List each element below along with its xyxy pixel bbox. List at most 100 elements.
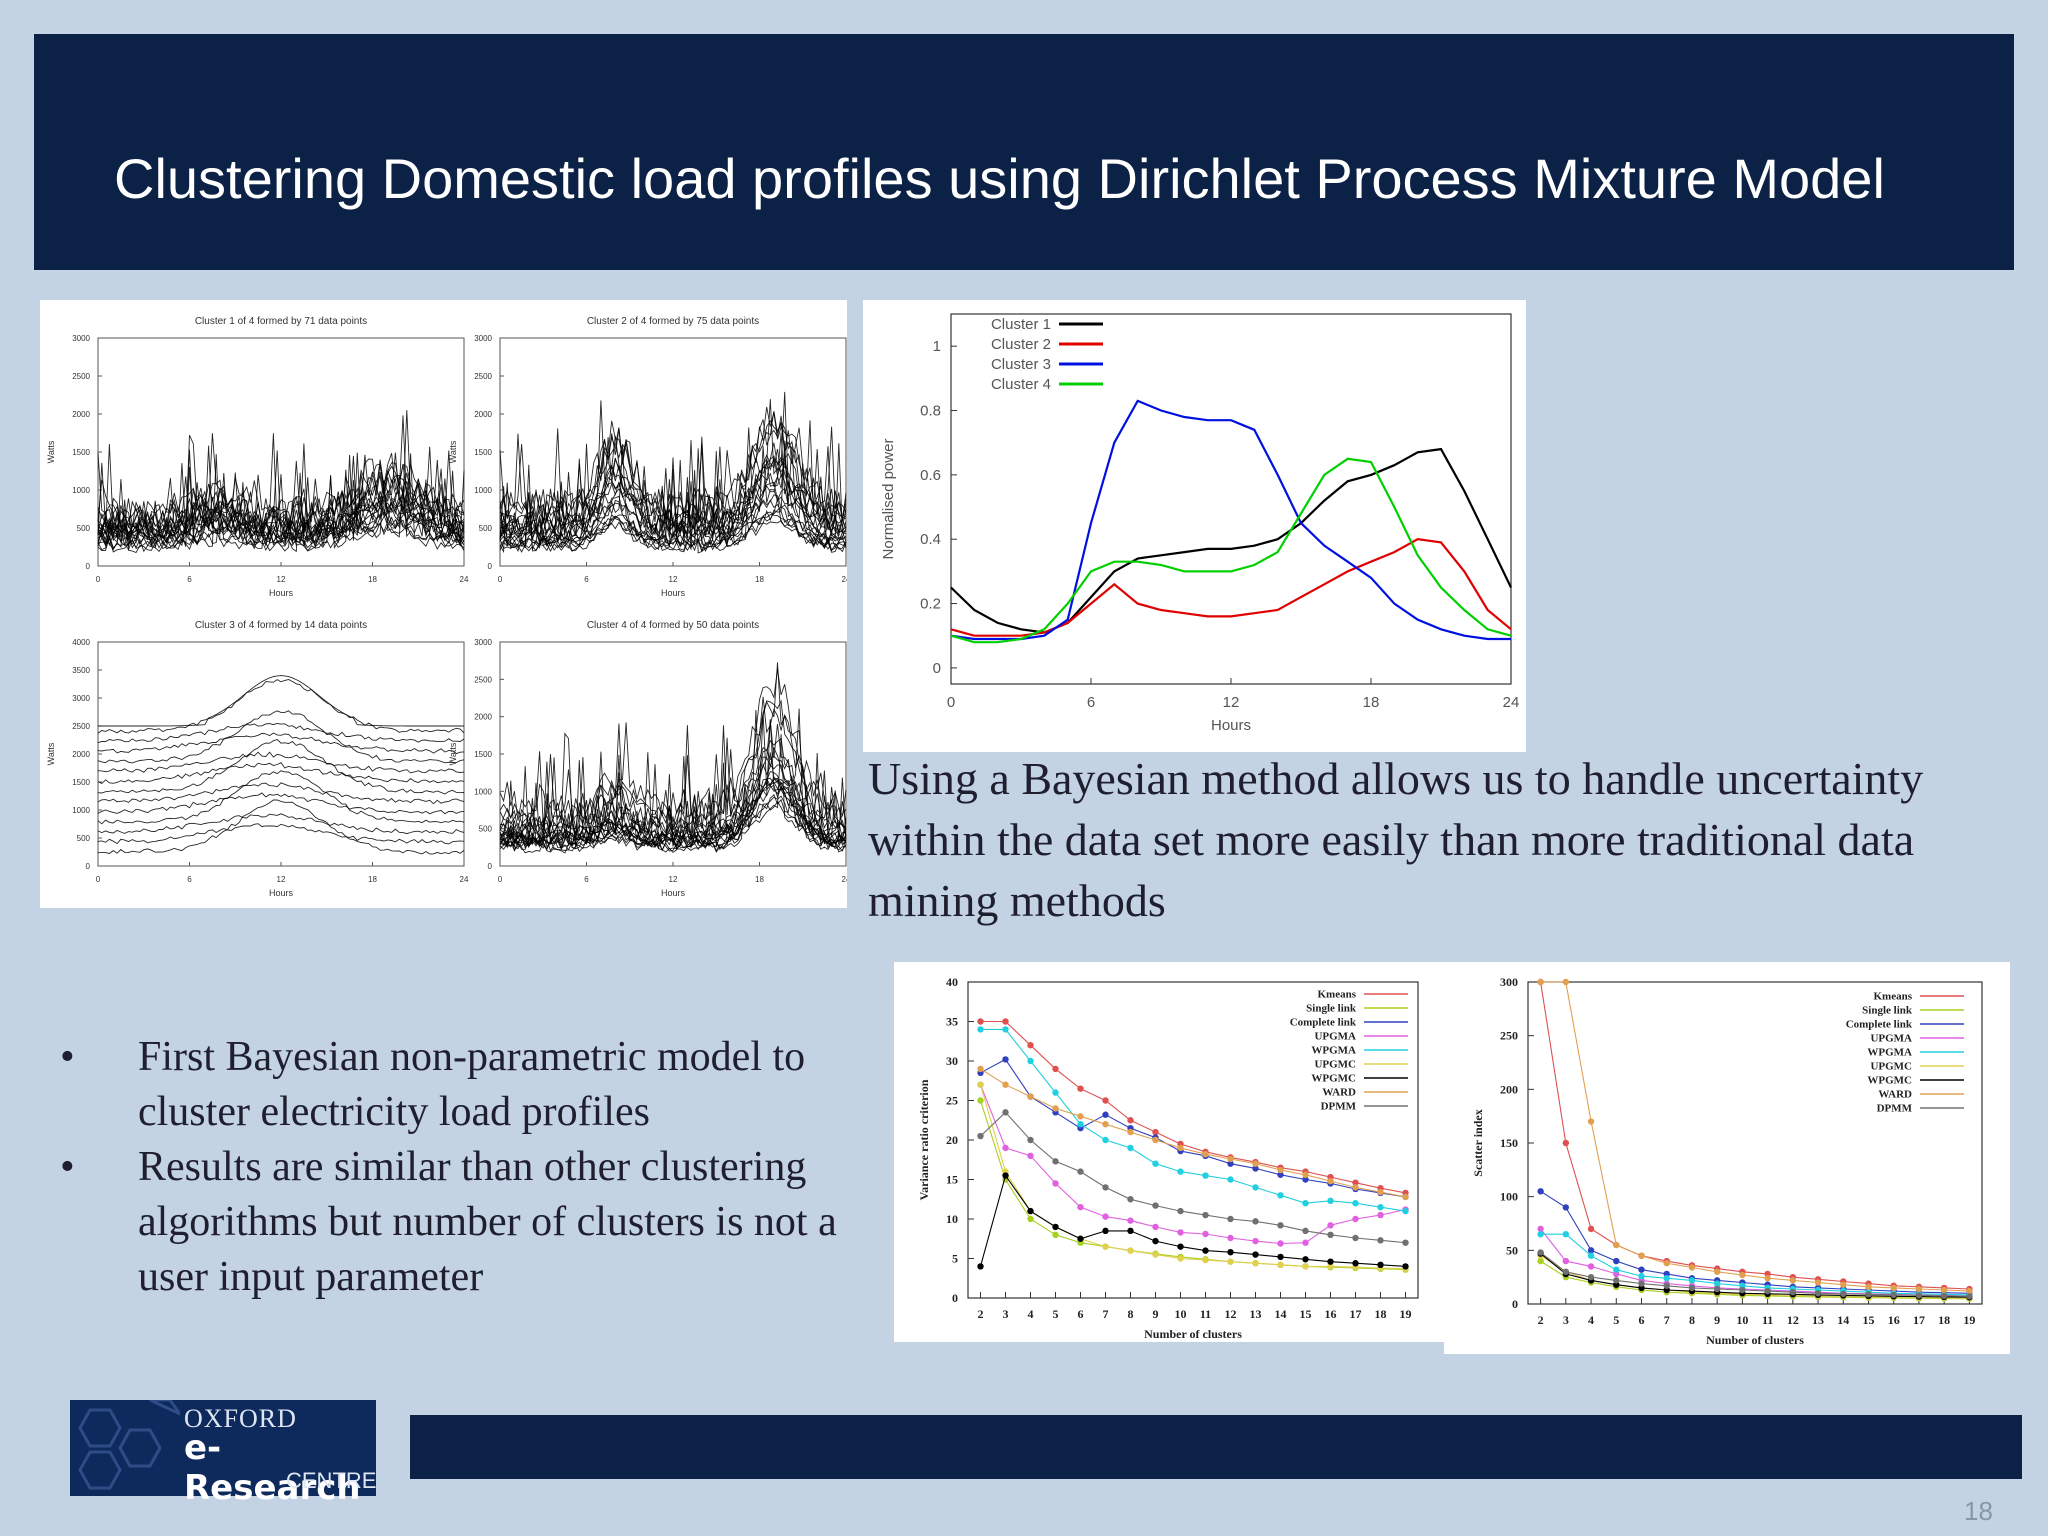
legend-label: UPGMC	[1870, 1061, 1912, 1073]
data-point	[977, 1065, 984, 1073]
load-profile-line	[97, 453, 465, 552]
legend-label: Kmeans	[1874, 991, 1913, 1003]
subplot-title: Cluster 4 of 4 formed by 50 data points	[587, 620, 759, 631]
data-point	[1537, 1231, 1544, 1238]
subplot-ytick-label: 1000	[72, 486, 90, 495]
data-point	[1915, 1292, 1923, 1299]
data-point	[1177, 1144, 1184, 1152]
data-point	[1252, 1251, 1259, 1258]
data-point	[1562, 1268, 1570, 1275]
data-point	[1562, 978, 1570, 986]
subplot-xtick-label: 12	[277, 575, 286, 584]
data-point	[1077, 1203, 1084, 1211]
data-point	[1202, 1172, 1209, 1179]
data-point	[1102, 1184, 1109, 1191]
data-point	[1327, 1231, 1334, 1238]
data-point	[1077, 1085, 1084, 1092]
data-point	[1227, 1248, 1234, 1256]
series-line	[950, 538, 1512, 637]
ytick-label: 0	[952, 1291, 958, 1305]
legend-label: WARD	[1878, 1089, 1912, 1101]
cluster-subplot: Cluster 2 of 4 formed by 75 data points H…	[448, 316, 847, 598]
data-point	[1688, 1284, 1696, 1292]
xtick-label: 18	[1375, 1307, 1387, 1321]
subplot-xtick-label: 6	[187, 875, 192, 884]
bullet-item: • Results are similar than other clusteri…	[58, 1140, 878, 1305]
data-point	[1537, 1257, 1544, 1265]
data-point	[977, 1018, 984, 1025]
load-profile-line	[97, 454, 465, 554]
data-point	[1562, 1139, 1570, 1147]
data-point	[1537, 1225, 1544, 1233]
load-profile-line	[97, 792, 465, 815]
data-point	[1177, 1207, 1184, 1215]
legend-label: Cluster 3	[991, 356, 1051, 373]
data-point	[1865, 1291, 1872, 1298]
data-point	[977, 1081, 984, 1088]
legend-label: WPGMC	[1867, 1075, 1912, 1087]
data-point	[1537, 1249, 1544, 1256]
data-point	[1177, 1255, 1184, 1262]
legend-label: WPGMA	[1311, 1045, 1356, 1057]
subplot-xtick-label: 6	[584, 875, 589, 884]
ytick-label: 35	[946, 1015, 958, 1029]
data-point	[1327, 1258, 1334, 1265]
subplot-ytick-label: 1500	[72, 778, 90, 787]
load-profile-line	[97, 782, 465, 805]
data-point	[1027, 1042, 1034, 1049]
data-point	[1402, 1207, 1409, 1215]
data-point	[1227, 1160, 1234, 1167]
data-point	[1002, 1056, 1009, 1063]
data-point	[1562, 1257, 1570, 1265]
ytick-label: 0	[1512, 1297, 1518, 1311]
data-point	[1202, 1151, 1209, 1158]
load-profile-line	[97, 738, 465, 795]
data-point	[1537, 978, 1544, 986]
data-point	[1890, 1284, 1897, 1292]
data-point	[1663, 1275, 1670, 1282]
xtick-label: 8	[1689, 1313, 1695, 1327]
data-point	[1002, 1026, 1009, 1033]
data-point	[1587, 1225, 1595, 1233]
data-point	[1713, 1285, 1721, 1293]
subplot-xtick-label: 6	[584, 575, 589, 584]
subplot-ytick-label: 500	[77, 524, 91, 533]
x-axis-label: Number of clusters	[1144, 1327, 1242, 1341]
load-profile-line	[97, 452, 465, 532]
subplot-ylabel: Watts	[46, 440, 56, 463]
variance-ratio-chart: 0 5 10 15 20 25 30 35 40 2 3 4 5 6 7 8 9 10 11 12 13 14 15 16 17…	[894, 962, 1444, 1342]
data-point	[1663, 1260, 1670, 1267]
load-profile-line	[97, 762, 465, 784]
data-point	[1127, 1217, 1134, 1224]
data-point	[1252, 1184, 1259, 1191]
data-point	[1613, 1257, 1620, 1265]
data-point	[1227, 1215, 1234, 1223]
logo-oxford: OXFORD	[184, 1404, 297, 1433]
load-profile-line	[97, 813, 465, 835]
normalised-power-chart: 0 0.2 0.4 0.6 0.8 1 0 6 12 18 24 Hours Normalised po…	[863, 300, 1526, 752]
xtick-label: 8	[1128, 1307, 1134, 1321]
data-point	[1613, 1241, 1620, 1249]
data-point	[1377, 1211, 1384, 1219]
data-point	[1587, 1263, 1595, 1270]
data-point	[1152, 1223, 1159, 1231]
xtick-label: 4	[1588, 1313, 1594, 1327]
subplot-title: Cluster 1 of 4 formed by 71 data points	[195, 316, 367, 327]
data-point	[1302, 1263, 1309, 1270]
ytick-label: 50	[1506, 1243, 1518, 1257]
data-point	[1152, 1128, 1159, 1136]
load-profile-line	[97, 823, 465, 845]
legend-label: DPMM	[1877, 1103, 1913, 1115]
data-point	[1352, 1179, 1359, 1186]
subplot-ytick-label: 1500	[474, 750, 492, 759]
data-point	[1052, 1223, 1059, 1231]
load-profile-line	[499, 451, 847, 542]
data-point	[1789, 1288, 1797, 1296]
subplot-ytick-label: 1000	[72, 806, 90, 815]
subplot-xtick-label: 12	[669, 575, 678, 584]
legend-label: Complete link	[1290, 1017, 1357, 1029]
y-axis-label: Scatter index	[1471, 1109, 1485, 1176]
series-line	[950, 457, 1512, 644]
data-point	[1227, 1234, 1234, 1242]
data-point	[1052, 1158, 1059, 1165]
